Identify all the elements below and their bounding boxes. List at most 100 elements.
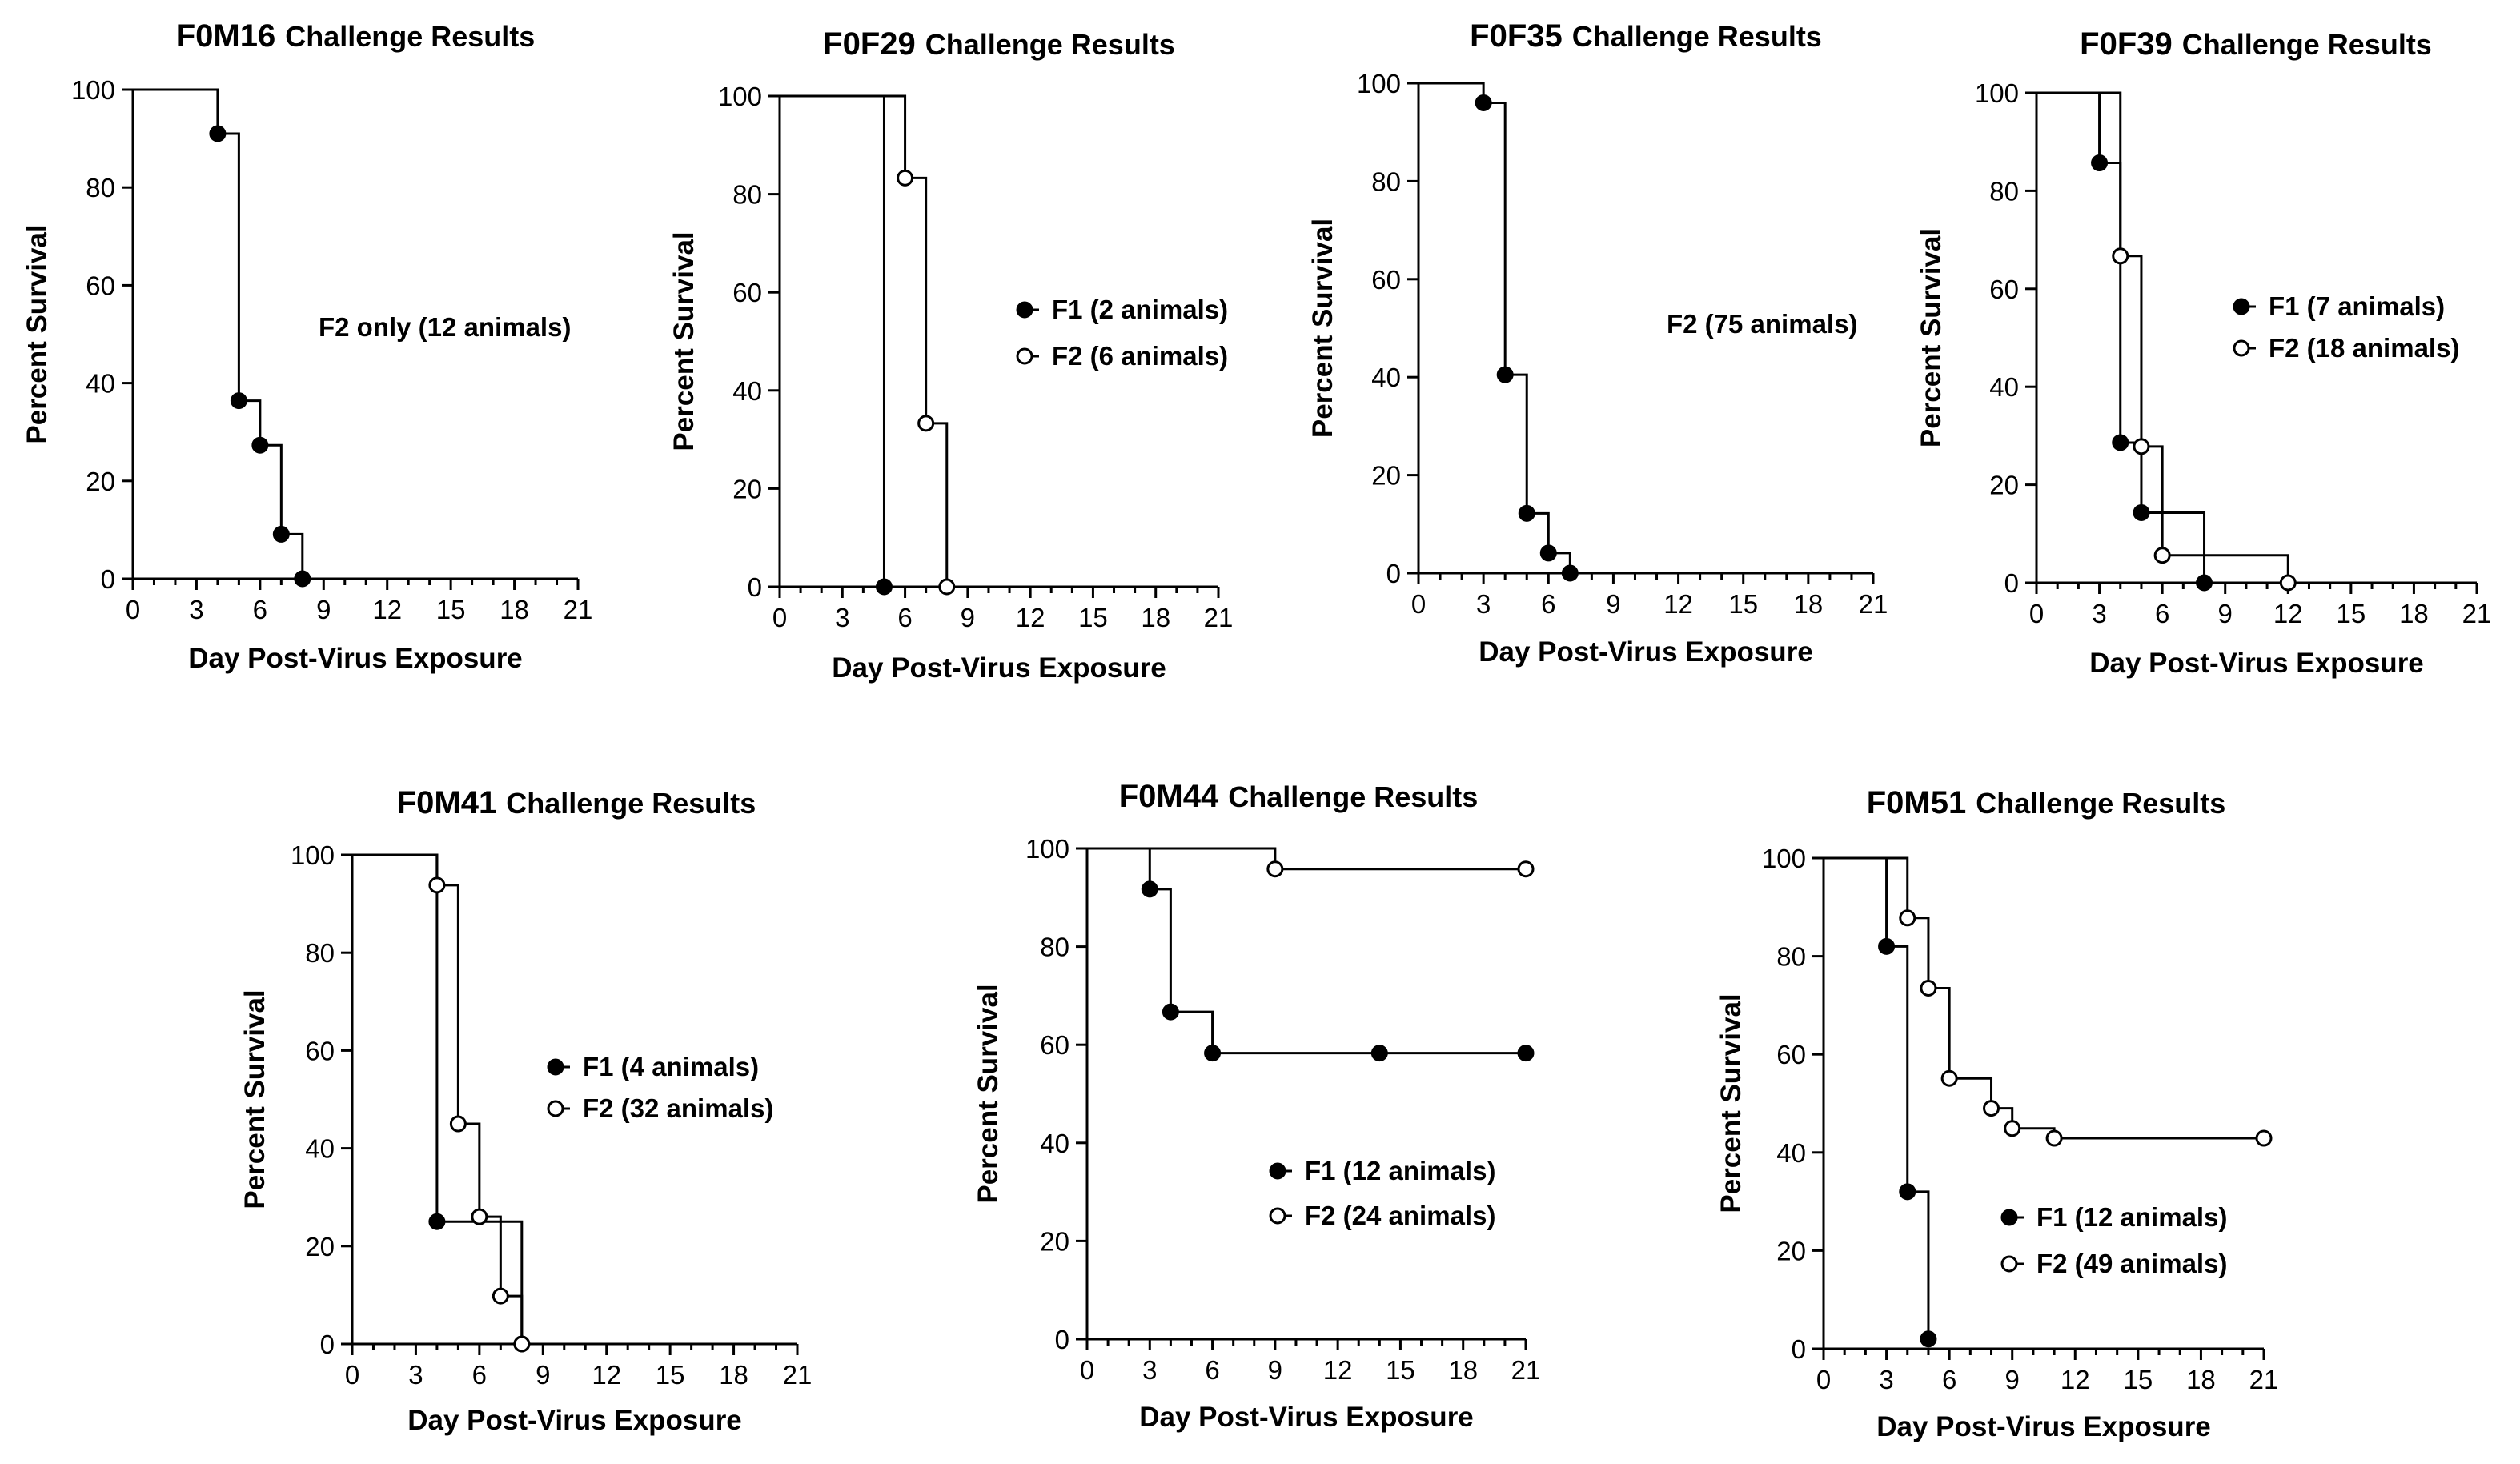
y-tick-label: 80 <box>305 938 335 968</box>
y-tick-label: 60 <box>1989 275 2019 304</box>
legend-marker-open <box>1016 347 1033 365</box>
x-tick-label: 0 <box>2029 599 2044 628</box>
y-tick-label: 20 <box>1371 461 1401 491</box>
data-point-filled <box>2112 434 2129 451</box>
x-tick-label: 9 <box>961 603 975 632</box>
y-tick-label: 100 <box>1975 78 2019 108</box>
x-tick-label: 21 <box>2462 599 2492 628</box>
y-tick-label: 80 <box>1040 933 1069 962</box>
x-tick-label: 12 <box>372 595 402 624</box>
legend-marker-open <box>547 1100 564 1117</box>
y-tick-label: 60 <box>1776 1040 1806 1069</box>
x-tick-label: 9 <box>2218 599 2233 628</box>
legend-label: F1 (2 animals) <box>1052 295 1228 324</box>
x-tick-label: 3 <box>2092 599 2106 628</box>
x-tick-label: 21 <box>1204 603 1234 632</box>
data-point-open <box>2153 547 2171 564</box>
y-tick-label: 80 <box>732 180 762 210</box>
data-point-open <box>1940 1069 1958 1087</box>
x-tick-label: 15 <box>1386 1355 1415 1385</box>
y-tick-label: 100 <box>71 75 115 105</box>
x-tick-label: 3 <box>408 1360 423 1390</box>
y-tick-label: 60 <box>1371 265 1401 295</box>
y-tick-label: 0 <box>320 1330 335 1359</box>
x-tick-label: 12 <box>2273 599 2303 628</box>
chart-title-id: F0F35 <box>1470 18 1563 54</box>
legend-marker-filled <box>547 1058 564 1076</box>
chart-title-suffix: Challenge Results <box>285 20 535 53</box>
chart-title-id: F0M44 <box>1119 779 1219 814</box>
chart-title: F0M44 Challenge Results <box>1119 779 1479 814</box>
data-point-filled <box>875 578 893 596</box>
x-axis-label: Day Post-Virus Exposure <box>1479 636 1813 668</box>
x-tick-label: 0 <box>345 1360 359 1390</box>
chart-title-suffix: Challenge Results <box>506 787 756 820</box>
legend-label: F2 (18 animals) <box>2269 333 2459 363</box>
y-axis-label: Percent Survival <box>239 989 271 1209</box>
data-point-open <box>2279 574 2297 592</box>
x-tick-label: 6 <box>1205 1355 1219 1385</box>
data-point-filled <box>1561 564 1579 582</box>
data-point-filled <box>1517 1045 1535 1062</box>
data-point-filled <box>1162 1003 1179 1021</box>
data-point-filled <box>272 525 290 543</box>
data-point-open <box>2004 1120 2021 1137</box>
data-point-open <box>2045 1129 2063 1147</box>
y-tick-label: 60 <box>732 278 762 307</box>
x-tick-label: 3 <box>1476 589 1491 619</box>
y-tick-label: 20 <box>1776 1236 1806 1265</box>
y-tick-label: 80 <box>1371 166 1401 196</box>
x-tick-label: 9 <box>536 1360 550 1390</box>
x-axis-label: Day Post-Virus Exposure <box>2089 648 2424 679</box>
data-point-filled <box>209 125 227 142</box>
data-point-open <box>2133 438 2150 455</box>
legend-label: F1 (7 animals) <box>2269 291 2445 321</box>
x-tick-label: 12 <box>1323 1355 1353 1385</box>
legend-label: F2 (49 animals) <box>2036 1249 2227 1278</box>
x-tick-label: 12 <box>1663 589 1693 619</box>
data-point-filled <box>1204 1045 1222 1062</box>
data-point-filled <box>2196 574 2213 592</box>
data-point-open <box>471 1208 488 1225</box>
x-tick-label: 18 <box>719 1360 748 1390</box>
data-point-filled <box>2091 154 2109 172</box>
data-point-filled <box>1496 366 1514 383</box>
data-point-open <box>1899 909 1916 927</box>
chart-title: F0M51 Challenge Results <box>1867 785 2226 820</box>
legend-label: F2 only (12 animals) <box>319 312 571 342</box>
x-tick-label: 6 <box>1541 589 1555 619</box>
legend-label: F1 (12 animals) <box>2036 1202 2227 1232</box>
data-point-filled <box>1141 880 1158 898</box>
x-axis-label: Day Post-Virus Exposure <box>1139 1402 1474 1433</box>
data-point-open <box>917 415 935 432</box>
chart-F0M51: F0M51 Challenge Results 0 20 40 60 80 100 0 3 6 9 12… <box>1715 785 2278 1442</box>
y-tick-label: 0 <box>748 572 762 602</box>
x-tick-label: 6 <box>253 595 267 624</box>
x-axis-label: Day Post-Virus Exposure <box>188 643 523 674</box>
x-tick-label: 12 <box>2061 1365 2090 1394</box>
chart-title-id: F0M51 <box>1867 785 1967 820</box>
x-tick-label: 21 <box>564 595 593 624</box>
y-axis-label: Percent Survival <box>1916 228 1947 447</box>
y-tick-label: 40 <box>86 369 115 399</box>
x-tick-label: 6 <box>2155 599 2169 628</box>
x-tick-label: 9 <box>2005 1365 2020 1394</box>
data-point-open <box>449 1115 467 1133</box>
x-tick-label: 9 <box>1606 589 1620 619</box>
x-axis-label: Day Post-Virus Exposure <box>407 1405 742 1436</box>
chart-title-id: F0M41 <box>397 785 497 820</box>
x-tick-label: 0 <box>1411 589 1426 619</box>
x-tick-label: 15 <box>2336 599 2366 628</box>
x-tick-label: 9 <box>316 595 331 624</box>
y-tick-label: 20 <box>1989 471 2019 500</box>
x-tick-label: 18 <box>1141 603 1170 632</box>
x-axis-label: Day Post-Virus Exposure <box>1876 1411 2211 1442</box>
data-point-filled <box>1899 1183 1916 1201</box>
legend-marker-open <box>1269 1207 1286 1225</box>
data-point-open <box>428 876 446 894</box>
y-tick-label: 100 <box>1357 69 1401 98</box>
data-point-filled <box>1920 1330 1937 1348</box>
legend-label: F2 (6 animals) <box>1052 341 1228 371</box>
x-tick-label: 18 <box>2399 599 2429 628</box>
chart-title-suffix: Challenge Results <box>925 28 1175 61</box>
